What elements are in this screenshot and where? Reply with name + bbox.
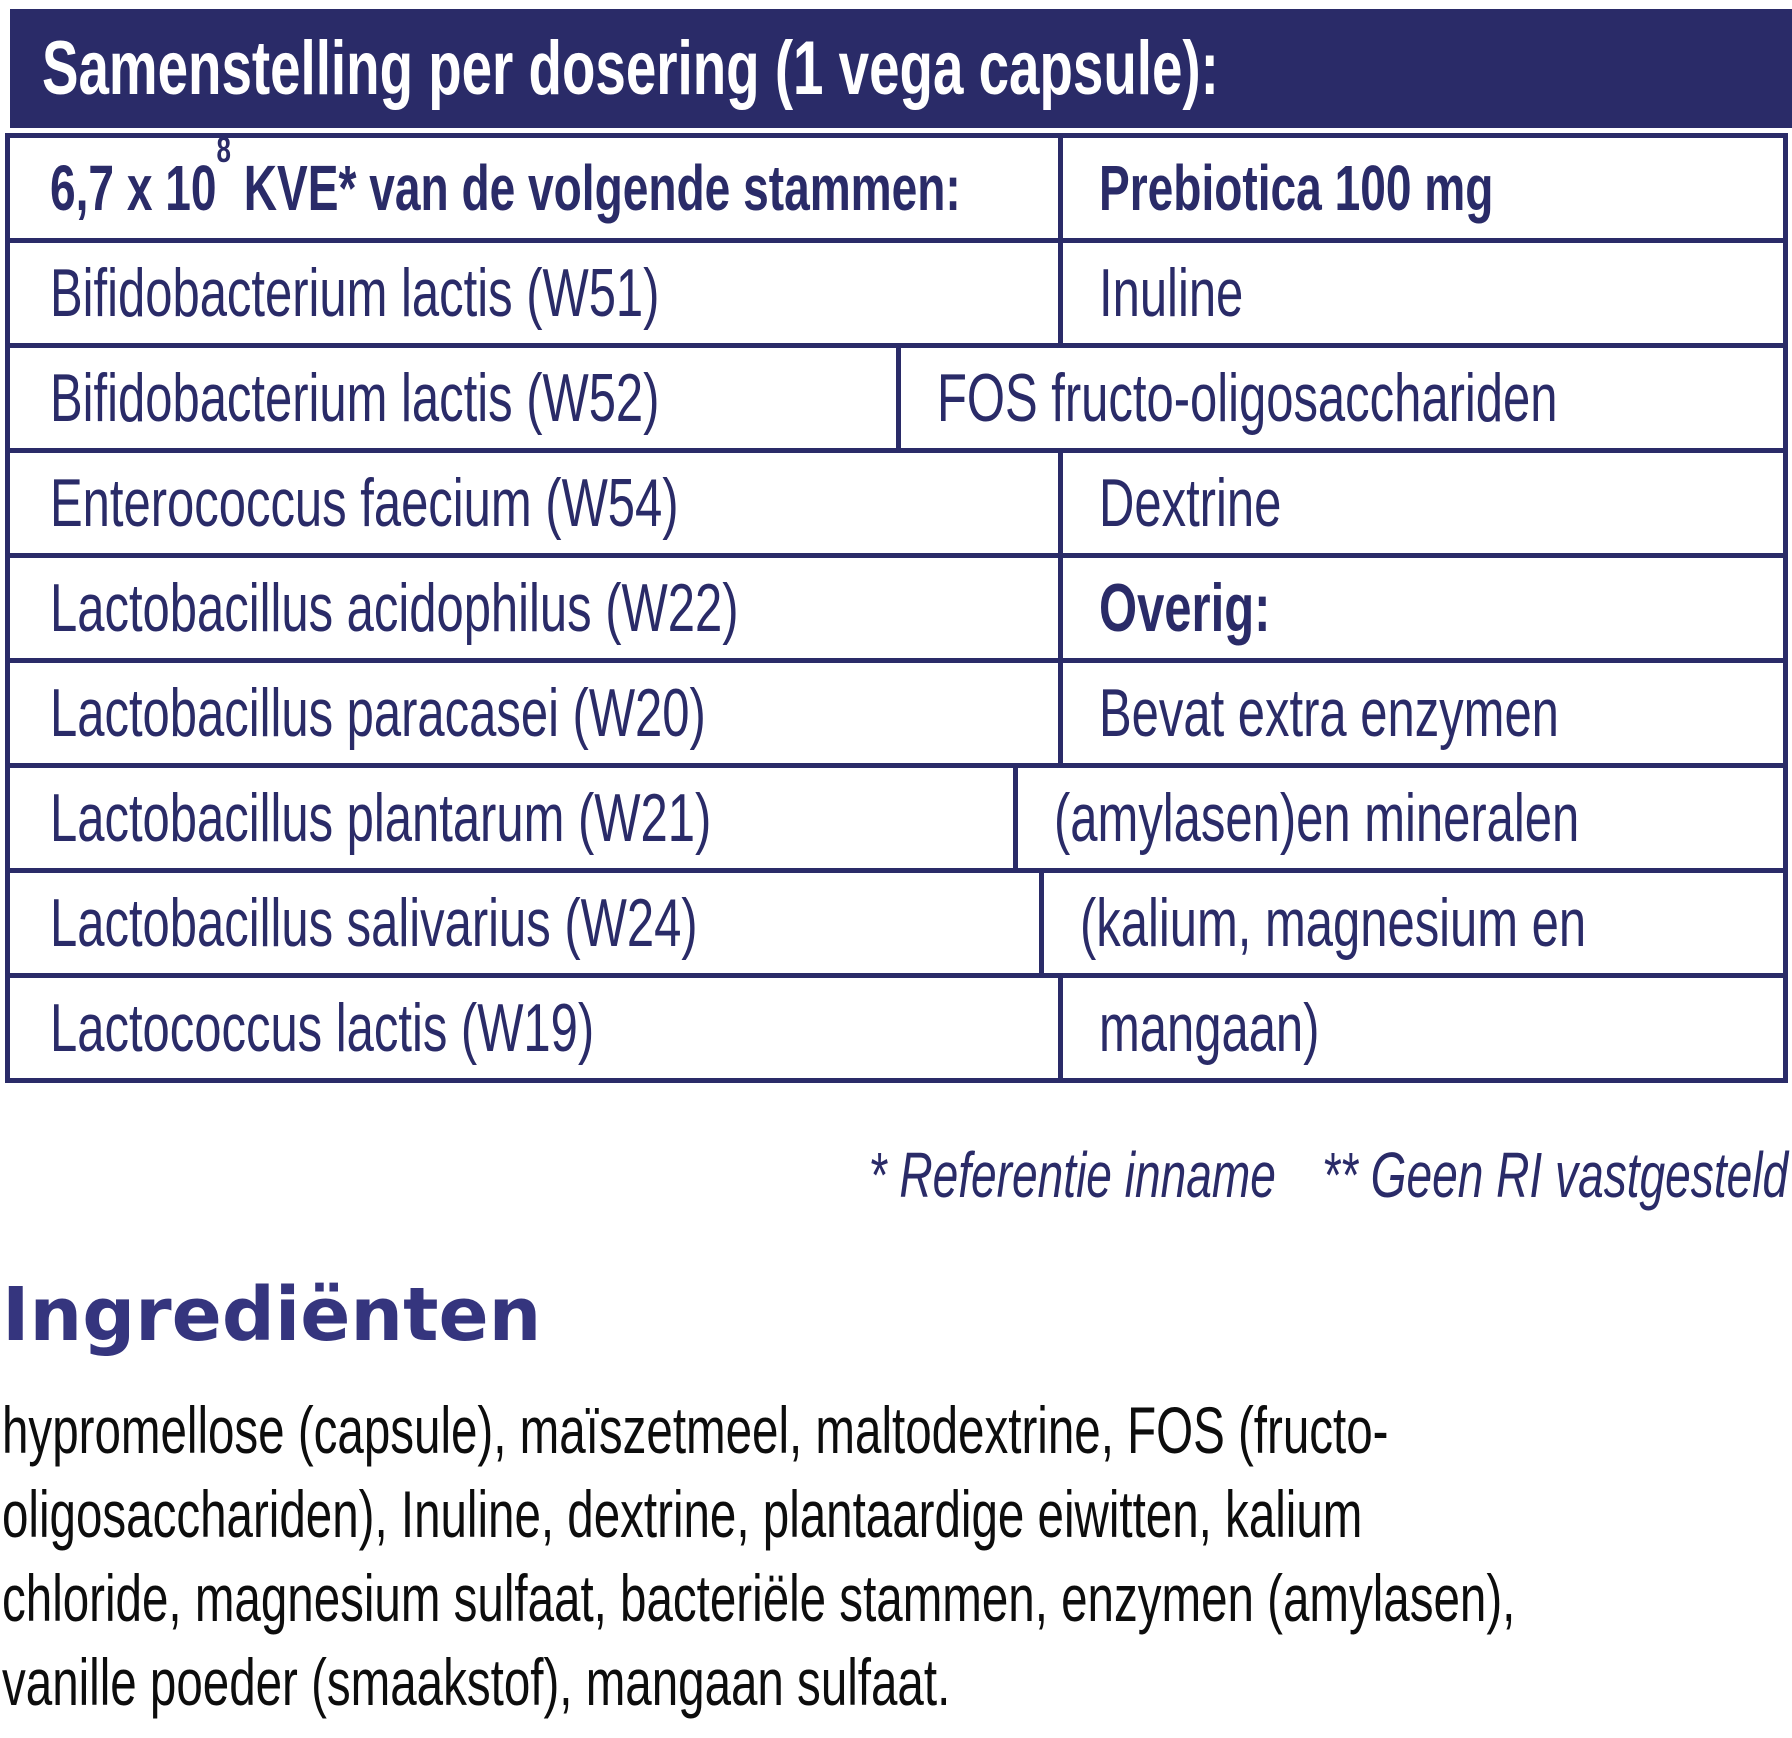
other-info-text: Bevat extra enzymen: [1099, 675, 1559, 751]
table-row: Lactococcus lactis (W19) mangaan): [10, 978, 1783, 1078]
other-info-cell: mangaan): [1058, 978, 1783, 1078]
kve-exponent: 8: [216, 128, 231, 170]
table-row: Lactobacillus acidophilus (W22) Overig:: [10, 558, 1783, 663]
strain-name: Lactococcus lactis (W19): [50, 990, 595, 1066]
strain-name: Lactobacillus paracasei (W20): [50, 675, 706, 751]
prebiotic-cell: FOS fructo-oligosacchariden: [896, 348, 1792, 448]
table-row: Lactobacillus paracasei (W20) Bevat extr…: [10, 663, 1783, 768]
strain-cell: Lactobacillus salivarius (W24): [10, 873, 1039, 973]
table-row: Lactobacillus plantarum (W21) (amylasen)…: [10, 768, 1783, 873]
other-info-cell: Bevat extra enzymen: [1058, 663, 1783, 763]
prebiotic-cell: Dextrine: [1058, 453, 1783, 553]
strains-header-cell: 6,7 x 108 KVE* van de volgende stammen:: [10, 131, 1058, 238]
ingredients-text: hypromellose (capsule), maïszetmeel, mal…: [2, 1388, 1792, 1724]
strain-name: Lactobacillus acidophilus (W22): [50, 570, 739, 646]
ingredients-line: chloride, magnesium sulfaat, bacteriële …: [2, 1561, 1516, 1635]
prebiotics-header-text: Prebiotica 100 mg: [1099, 152, 1494, 224]
table-row: Bifidobacterium lactis (W52) FOS fructo-…: [10, 348, 1783, 453]
prebiotics-header-cell: Prebiotica 100 mg: [1058, 138, 1783, 238]
ri-reference-note: * Referentie inname: [868, 1139, 1276, 1211]
table-header-row: 6,7 x 108 KVE* van de volgende stammen: …: [10, 131, 1783, 243]
no-ri-note: ** Geen RI vastgesteld: [1321, 1139, 1788, 1211]
composition-banner-title: Samenstelling per dosering (1 vega capsu…: [42, 26, 1219, 111]
prebiotic-cell: Inuline: [1058, 243, 1783, 343]
composition-table: 6,7 x 108 KVE* van de volgende stammen: …: [5, 131, 1788, 1083]
strain-cell: Bifidobacterium lactis (W52): [10, 348, 896, 448]
strain-cell: Lactobacillus plantarum (W21): [10, 768, 1013, 868]
ingredients-line: hypromellose (capsule), maïszetmeel, mal…: [2, 1393, 1389, 1467]
other-info-cell: (amylasen)en mineralen: [1012, 768, 1783, 868]
strain-name: Lactobacillus plantarum (W21): [50, 780, 712, 856]
kve-label: KVE* van de volgende stammen:: [230, 152, 961, 224]
other-info-cell: (kalium, magnesium en: [1039, 873, 1783, 973]
table-row: Lactobacillus salivarius (W24) (kalium, …: [10, 873, 1783, 978]
footnotes: * Referentie inname ** Geen RI vastgestel…: [0, 1138, 1788, 1212]
composition-banner: Samenstelling per dosering (1 vega capsu…: [10, 9, 1792, 128]
ingredients-heading: Ingrediënten: [2, 1272, 542, 1358]
other-info-text: (kalium, magnesium en: [1080, 885, 1587, 961]
other-section-label: Overig:: [1099, 570, 1271, 646]
kve-amount: 6,7 x 10: [50, 152, 217, 224]
ingredients-line: vanille poeder (smaakstof), mangaan sulf…: [2, 1645, 951, 1719]
ingredients-line: oligosacchariden), Inuline, dextrine, pl…: [2, 1477, 1363, 1551]
strain-cell: Lactobacillus acidophilus (W22): [10, 558, 1058, 658]
strains-header-text: 6,7 x 108 KVE* van de volgende stammen:: [50, 131, 961, 225]
strain-name: Bifidobacterium lactis (W52): [50, 360, 660, 436]
strain-name: Bifidobacterium lactis (W51): [50, 255, 660, 331]
other-info-text: mangaan): [1099, 990, 1320, 1066]
strain-cell: Lactobacillus paracasei (W20): [10, 663, 1058, 763]
table-row: Bifidobacterium lactis (W51) Inuline: [10, 243, 1783, 348]
strain-cell: Lactococcus lactis (W19): [10, 978, 1058, 1078]
strain-name: Enterococcus faecium (W54): [50, 465, 679, 541]
table-row: Enterococcus faecium (W54) Dextrine: [10, 453, 1783, 558]
other-section-cell: Overig:: [1058, 558, 1783, 658]
prebiotic-name: Dextrine: [1099, 465, 1282, 541]
footnotes-text: * Referentie inname ** Geen RI vastgestel…: [868, 1138, 1788, 1212]
strain-name: Lactobacillus salivarius (W24): [50, 885, 698, 961]
strain-cell: Bifidobacterium lactis (W51): [10, 243, 1058, 343]
prebiotic-name: Inuline: [1099, 255, 1244, 331]
prebiotic-name: FOS fructo-oligosacchariden: [937, 360, 1558, 436]
other-info-text: (amylasen)en mineralen: [1053, 780, 1579, 856]
strain-cell: Enterococcus faecium (W54): [10, 453, 1058, 553]
